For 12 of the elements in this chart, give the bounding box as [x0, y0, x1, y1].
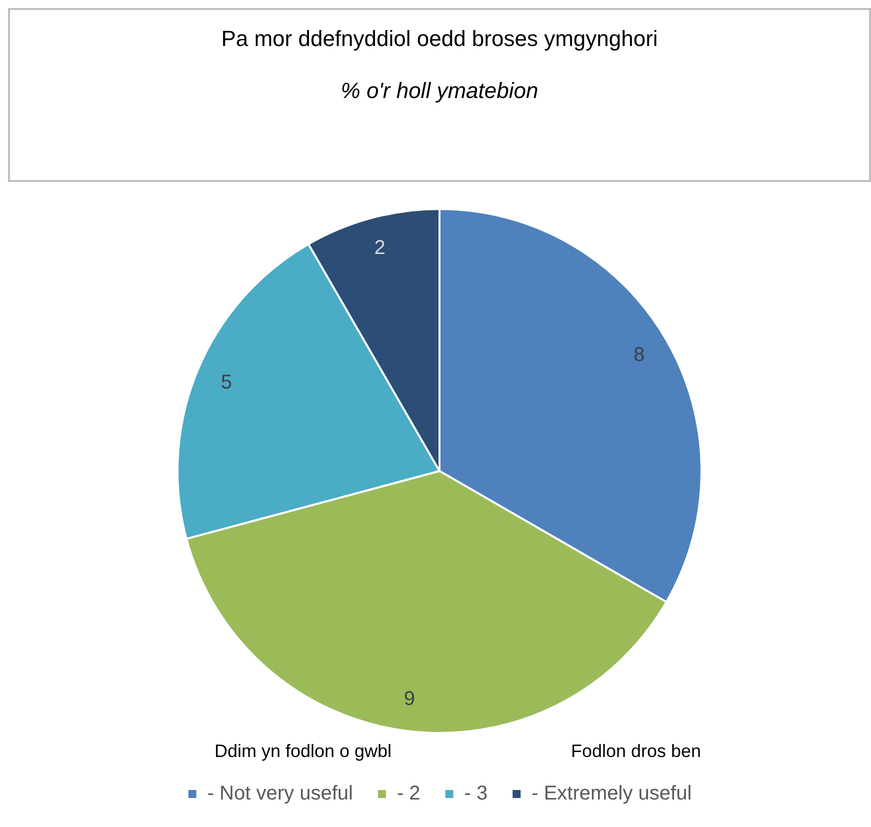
legend-label: - 2 — [396, 782, 420, 805]
chart-title: Pa mor ddefnyddiol oedd broses ymgynghori — [220, 25, 659, 52]
legend-label: - Not very useful — [207, 782, 353, 805]
data-label: 5 — [220, 371, 232, 394]
data-label: 2 — [374, 236, 386, 259]
legend-label: - Extremely useful — [532, 782, 692, 805]
data-label: 9 — [404, 688, 415, 710]
chart-subtitle: % o'r holl ymatebion — [340, 77, 540, 104]
legend-label: - 3 — [464, 782, 488, 805]
text: Fodlon dros ben — [570, 740, 702, 761]
text: Ddim yn fodlon o gwbl — [214, 740, 392, 761]
data-label: 8 — [634, 344, 645, 366]
